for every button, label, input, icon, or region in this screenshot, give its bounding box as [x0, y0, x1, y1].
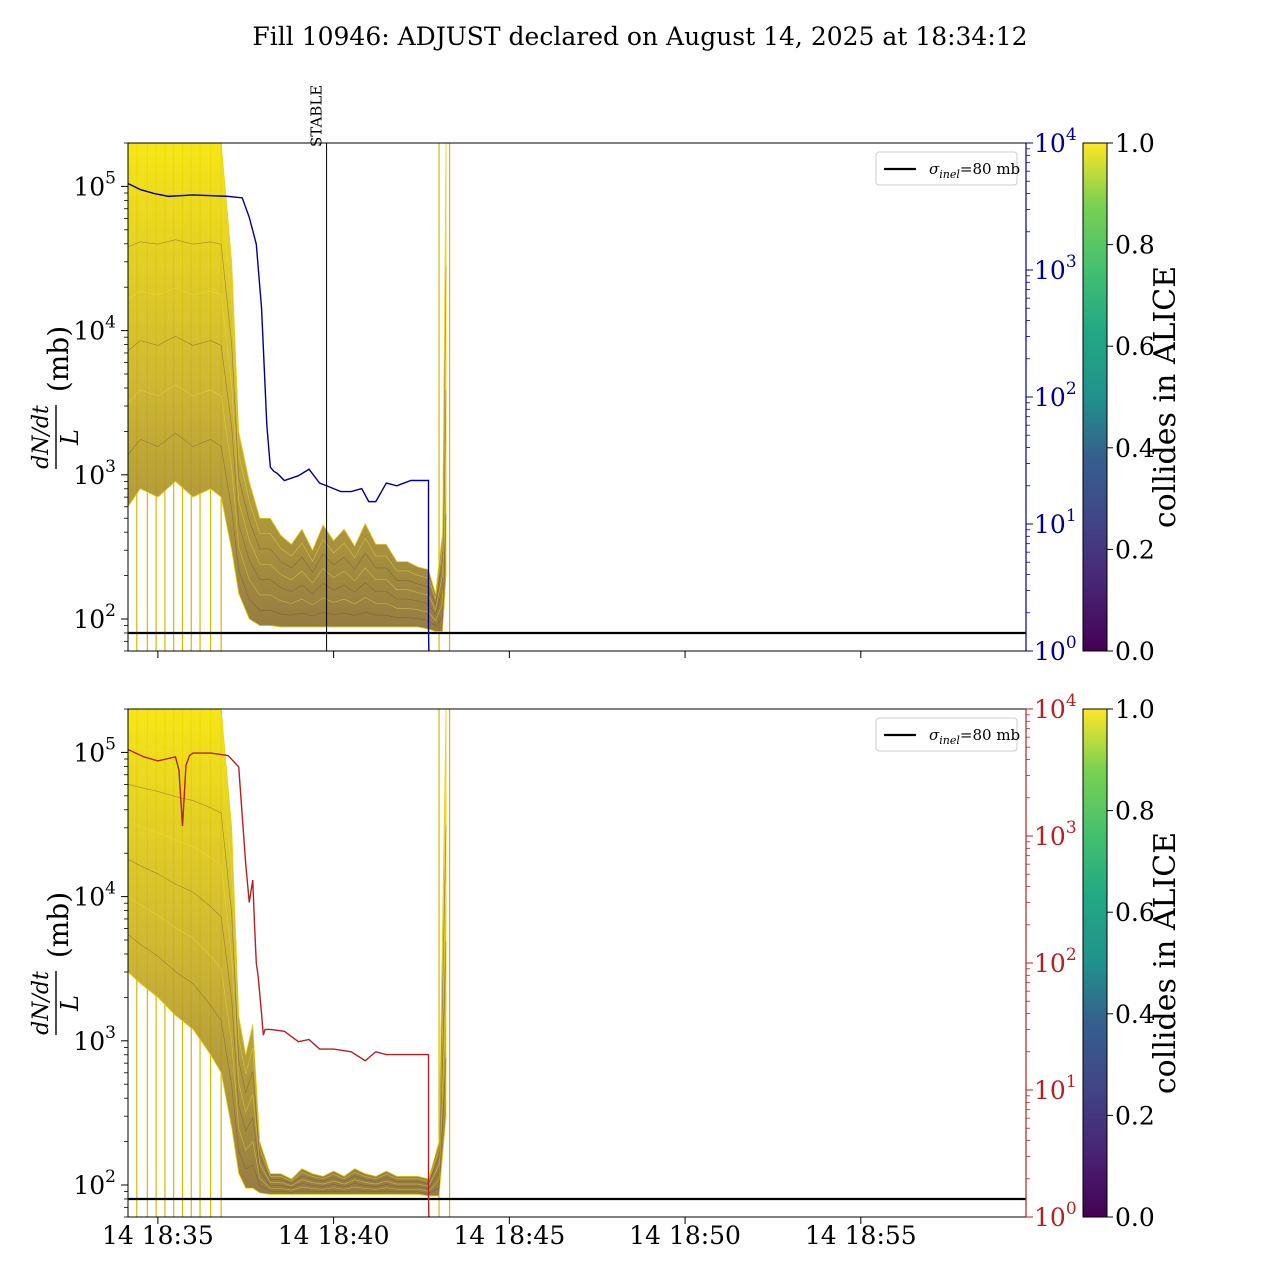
plot-area-top	[128, 143, 1026, 651]
bunch-trace	[128, 336, 447, 616]
y-axis-label-unit: (mb)	[42, 326, 75, 392]
bunch-trace	[128, 783, 447, 1185]
y-axis-label-unit: (mb)	[42, 892, 75, 958]
colorbar-tick-label: 0.8	[1115, 797, 1155, 826]
y2-tick-label: 103	[1034, 818, 1077, 851]
colorbar-tick-label: 0.4	[1115, 1000, 1155, 1029]
y-tick-label: 104	[73, 879, 116, 912]
stable-annotation: STABLE	[308, 85, 326, 147]
bunch-trace	[128, 859, 447, 1190]
x-tick-label: 14 18:35	[102, 1221, 214, 1250]
panel-bottom: 102 103 104 105 100 101 102 103 104 14 18:35 14 18…	[29, 691, 1183, 1250]
plot-frame	[127, 708, 1027, 1218]
x-tick-label: 14 18:45	[453, 1221, 565, 1250]
bunch-trace	[128, 191, 447, 600]
colorbar-tick-label: 0.0	[1115, 637, 1155, 666]
y-tick-label: 105	[73, 734, 116, 767]
bunch-trace	[128, 432, 447, 627]
y2-tick-label: 104	[1034, 691, 1077, 724]
colorbar-label: collides in ALICE	[1148, 832, 1183, 1094]
y2-tick-label: 102	[1034, 379, 1077, 412]
bunch-trace	[128, 934, 447, 1194]
y2-tick-label: 100	[1034, 1199, 1077, 1232]
secondary-series-line	[128, 748, 430, 1217]
bunch-band	[128, 143, 447, 632]
x-tick-label: 14 18:40	[278, 1221, 390, 1250]
bunch-trace	[128, 821, 447, 1187]
colorbar-gradient	[1082, 142, 1108, 652]
secondary-series-line	[128, 182, 430, 651]
legend-box	[875, 151, 1018, 186]
colorbar-tick-label: 1.0	[1115, 695, 1155, 724]
bunch-trace	[128, 746, 447, 1182]
legend-label: σinel=80 mb	[929, 160, 1020, 181]
colorbar: 0.0 0.2 0.4 0.6 0.8 1.0 collides in ALICE	[1082, 695, 1183, 1232]
plot-area-bottom	[128, 709, 1026, 1217]
figure-title: Fill 10946: ADJUST declared on August 14…	[252, 22, 1027, 51]
y-axis-label: dN/dt L (mb)	[29, 326, 84, 469]
y2-tick-label: 103	[1034, 252, 1077, 285]
y-axis-label-numerator: dN/dt	[29, 405, 54, 469]
colorbar-gradient	[1082, 708, 1108, 1218]
colorbar: 0.0 0.2 0.4 0.6 0.8 1.0 collides in ALICE	[1082, 129, 1183, 666]
y-tick-label: 105	[73, 168, 116, 201]
bunch-trace	[128, 239, 447, 606]
legend-label: σinel=80 mb	[929, 726, 1020, 747]
y-tick-label: 104	[73, 313, 116, 346]
y-tick-label: 102	[73, 1167, 116, 1200]
y-tick-label: 103	[73, 1023, 116, 1056]
colorbar-tick-label: 0.2	[1115, 535, 1155, 564]
y2-tick-label: 101	[1034, 1072, 1077, 1105]
y-axis-label-denominator: L	[56, 429, 84, 446]
colorbar-tick-label: 0.6	[1115, 898, 1155, 927]
bunch-trace	[128, 287, 447, 611]
colorbar-tick-label: 0.4	[1115, 434, 1155, 463]
x-tick-label: 14 18:50	[629, 1221, 741, 1250]
bunch-trace	[128, 896, 447, 1192]
colorbar-tick-label: 0.6	[1115, 332, 1155, 361]
colorbar-label: collides in ALICE	[1148, 266, 1183, 528]
panel-top: STABLE 102 103 104 105 100 101 102 103 104 dN/dt L (…	[29, 85, 1183, 666]
y-axis-label-denominator: L	[56, 995, 84, 1012]
colorbar-tick-label: 0.0	[1115, 1203, 1155, 1232]
legend: σinel=80 mb	[875, 717, 1020, 752]
colorbar-tick-label: 1.0	[1115, 129, 1155, 158]
y-tick-label: 103	[73, 457, 116, 490]
legend-box	[875, 717, 1018, 752]
y-axis-label-numerator: dN/dt	[29, 971, 54, 1035]
bunch-band	[128, 709, 447, 1197]
y2-tick-label: 104	[1034, 125, 1077, 158]
legend: σinel=80 mb	[875, 151, 1020, 186]
y2-tick-label: 101	[1034, 506, 1077, 539]
y2-tick-label: 102	[1034, 945, 1077, 978]
x-tick-label: 14 18:55	[805, 1221, 917, 1250]
y-tick-label: 102	[73, 601, 116, 634]
y-axis-label: dN/dt L (mb)	[29, 892, 84, 1035]
colorbar-tick-label: 0.8	[1115, 231, 1155, 260]
colorbar-tick-label: 0.2	[1115, 1101, 1155, 1130]
y2-tick-label: 100	[1034, 633, 1077, 666]
bunch-trace	[128, 384, 447, 622]
